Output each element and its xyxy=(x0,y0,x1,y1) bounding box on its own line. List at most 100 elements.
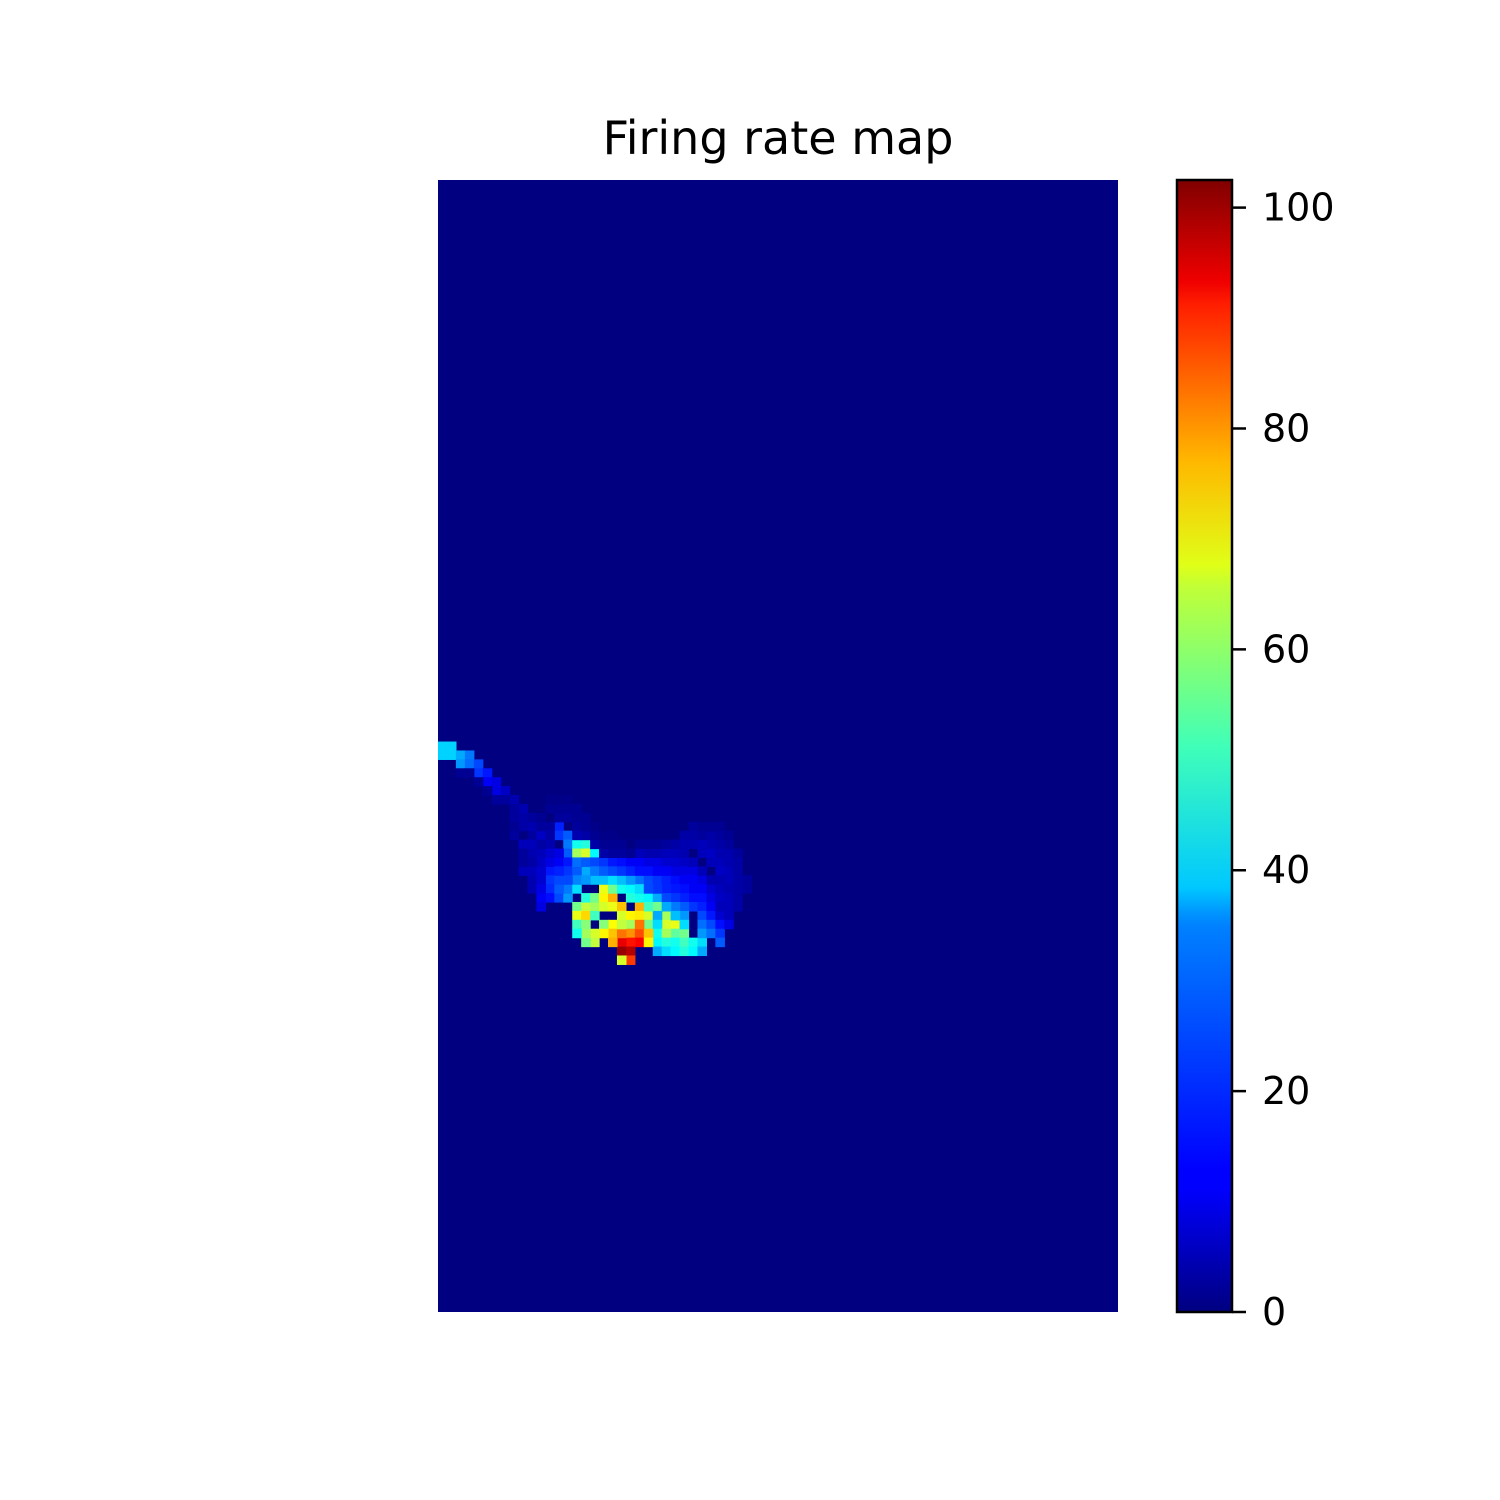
heatmap-cell xyxy=(527,857,538,867)
heatmap-cell xyxy=(688,821,699,832)
heatmap-cell xyxy=(616,839,627,850)
heatmap-cell xyxy=(599,928,609,939)
heatmap-cell xyxy=(697,830,708,841)
heatmap-cell xyxy=(572,821,582,832)
heatmap-cell xyxy=(634,866,645,876)
heatmap-cell xyxy=(670,857,681,867)
heatmap-cell xyxy=(661,910,672,921)
heatmap-cell xyxy=(661,848,672,859)
heatmap-cell xyxy=(491,777,502,787)
heatmap-cell xyxy=(572,839,582,850)
heatmap-cell xyxy=(464,750,475,760)
heatmap-cell xyxy=(527,866,538,876)
heatmap-cell xyxy=(652,937,663,948)
heatmap-cell xyxy=(616,946,627,957)
heatmap-cell xyxy=(661,901,672,912)
heatmap-cell xyxy=(455,759,466,769)
heatmap-cell xyxy=(715,919,725,930)
colorbar: 0 20 40 60 80 100 xyxy=(1175,178,1335,1334)
heatmap-cell xyxy=(581,893,591,903)
heatmap-cell xyxy=(661,866,672,876)
heatmap-cell xyxy=(652,928,663,939)
heatmap-cell xyxy=(536,901,546,912)
heatmap-cell xyxy=(554,830,564,841)
heatmap-cell xyxy=(572,803,582,814)
heatmap-cell xyxy=(491,795,502,805)
heatmap-cell xyxy=(697,893,708,903)
heatmap-cell xyxy=(608,875,618,885)
heatmap-cell xyxy=(688,946,699,957)
heatmap-cell xyxy=(697,910,708,921)
heatmap-cell xyxy=(625,937,636,948)
heatmap-cell xyxy=(679,910,690,921)
heatmap-cell xyxy=(652,901,663,912)
heatmap-cell xyxy=(625,866,636,876)
heatmap-cell xyxy=(670,946,681,957)
chart-title: Firing rate map xyxy=(603,111,954,165)
heatmap-cell xyxy=(581,839,591,850)
heatmap-cell xyxy=(581,919,591,930)
heatmap-cell xyxy=(563,875,573,885)
heatmap-cell xyxy=(608,866,618,876)
heatmap-cell xyxy=(527,848,538,859)
heatmap-cell xyxy=(652,919,663,930)
heatmap-cell xyxy=(733,848,743,859)
heatmap-cell xyxy=(742,884,752,894)
heatmap-cell xyxy=(563,884,573,894)
heatmap-cell xyxy=(724,866,734,876)
heatmap-cell xyxy=(455,750,466,760)
heatmap-cell xyxy=(563,839,573,850)
heatmap-cell xyxy=(643,884,654,894)
heatmap-cell xyxy=(688,901,699,912)
heatmap-cell xyxy=(616,884,627,894)
heatmap-cell xyxy=(545,875,555,885)
heatmap-cell xyxy=(634,919,645,930)
heatmap-cell xyxy=(652,848,663,859)
heatmap-cell xyxy=(536,893,546,903)
heatmap-cell xyxy=(670,848,681,859)
heatmap-cell xyxy=(590,875,600,885)
heatmap-cell xyxy=(581,812,591,823)
heatmap-cell xyxy=(634,910,645,921)
heatmap-cell xyxy=(634,884,645,894)
heatmap-cell xyxy=(581,848,591,859)
heatmap-cell xyxy=(715,937,725,948)
heatmap-cell xyxy=(599,839,609,850)
heatmap-cell xyxy=(679,884,690,894)
heatmap-cell xyxy=(706,893,716,903)
heatmap-cell xyxy=(670,937,681,948)
heatmap-cell xyxy=(581,821,591,832)
heatmap-cell xyxy=(652,910,663,921)
heatmap-cell xyxy=(464,759,475,769)
heatmap-cell xyxy=(670,928,681,939)
heatmap-cell xyxy=(438,750,448,760)
heatmap-cell xyxy=(661,839,672,850)
heatmap-cell xyxy=(581,937,591,948)
heatmap-cell xyxy=(572,928,582,939)
heatmap-cell xyxy=(590,893,600,903)
heatmap-cell xyxy=(643,866,654,876)
heatmap-cell xyxy=(464,768,475,778)
heatmap-cell xyxy=(625,946,636,957)
heatmap-cell xyxy=(616,928,627,939)
heatmap-cell xyxy=(572,919,582,930)
heatmap-cell xyxy=(643,857,654,867)
heatmap-cell xyxy=(536,857,546,867)
heatmap-cell xyxy=(643,901,654,912)
heatmap-cell xyxy=(518,812,529,823)
heatmap-cell xyxy=(554,875,564,885)
heatmap-cell xyxy=(715,857,725,867)
heatmap-cell xyxy=(590,821,600,832)
heatmap-cell xyxy=(545,839,555,850)
heatmap-cell xyxy=(581,910,591,921)
heatmap-cell xyxy=(518,866,529,876)
heatmap-cell xyxy=(724,848,734,859)
heatmap-cell xyxy=(724,875,734,885)
heatmap-cell xyxy=(572,812,582,823)
heatmap-cell xyxy=(563,803,573,814)
heatmap-cell xyxy=(608,884,618,894)
heatmap-cell xyxy=(733,893,743,903)
heatmap-cell xyxy=(688,875,699,885)
heatmap-cell xyxy=(554,884,564,894)
